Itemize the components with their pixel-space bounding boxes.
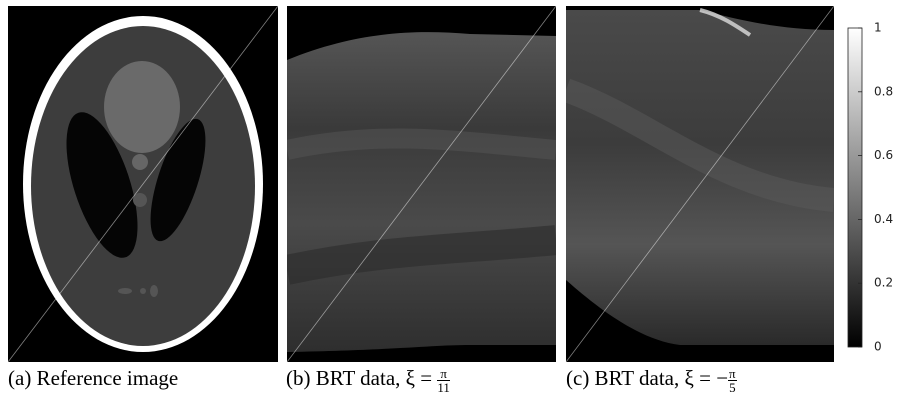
caption-text: (c) BRT data, ξ = −	[566, 366, 728, 390]
numerator: π	[437, 367, 450, 381]
reference-image	[8, 6, 278, 362]
caption-text: (b) BRT data, ξ =	[286, 366, 437, 390]
denominator: 11	[437, 381, 450, 394]
colorbar-tick-label: 0.6	[874, 148, 893, 162]
colorbar-tick-label: 0	[874, 340, 882, 354]
figure: 0 0.2 0.4 0.6 0.8 1	[0, 0, 900, 406]
brt-data-image	[287, 6, 556, 362]
numerator: π	[728, 367, 737, 381]
colorbar-tick-label: 0.4	[874, 212, 893, 226]
brt-data-image	[566, 6, 834, 362]
page: 0 0.2 0.4 0.6 0.8 1 (a) Reference image (b) B…	[0, 0, 900, 406]
colorbar-tick-label: 1	[874, 21, 882, 35]
colorbar-tick-label: 0.2	[874, 276, 893, 290]
caption-text: (a) Reference image	[8, 366, 178, 390]
denominator: 5	[728, 381, 737, 394]
colorbar	[848, 28, 862, 347]
caption: (a) Reference image	[8, 366, 178, 391]
colorbar-tick-label: 0.8	[874, 84, 893, 98]
